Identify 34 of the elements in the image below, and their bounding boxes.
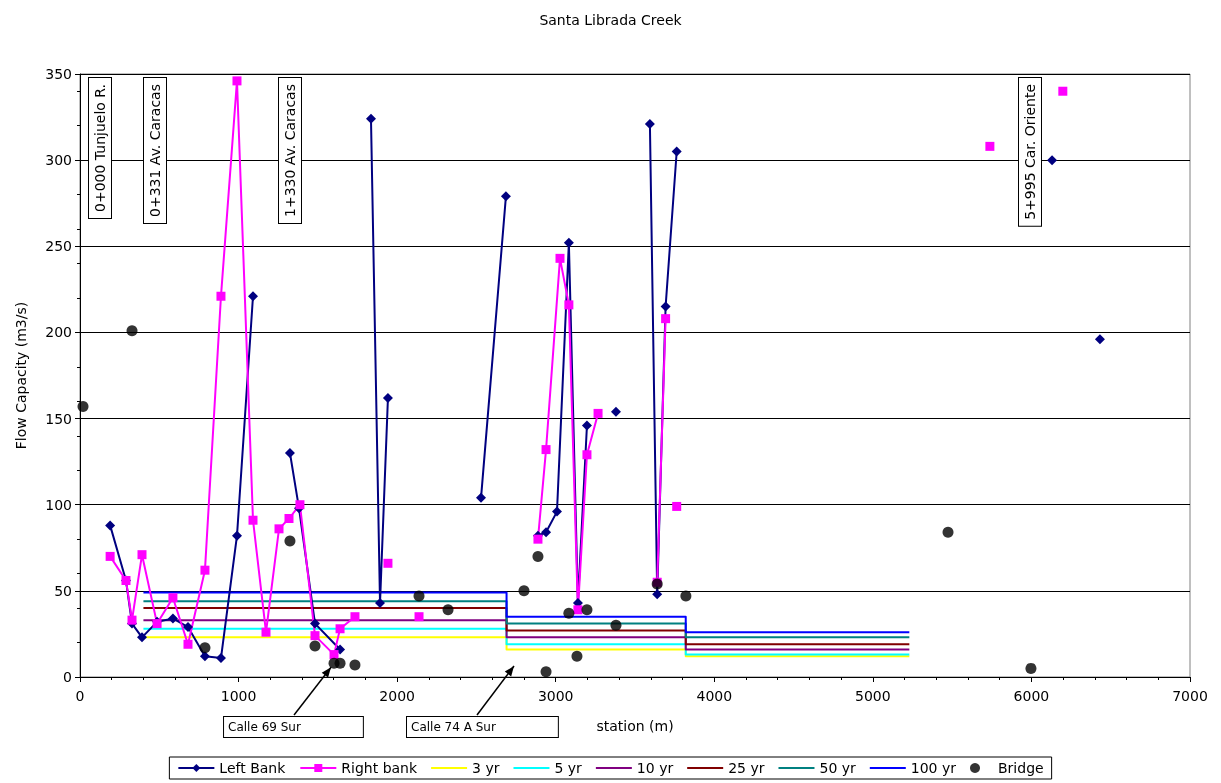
annotation: Calle 69 Sur: [228, 720, 301, 734]
y-tick-label: 100: [45, 496, 72, 513]
y-tick-label: 300: [45, 152, 72, 169]
chart-title: Santa Librada Creek: [539, 12, 683, 28]
x-tick-label: 7000: [1172, 688, 1208, 704]
y-tick-label: 200: [45, 324, 72, 341]
y-tick-label: 50: [54, 582, 72, 599]
legend-label: 100 yr: [910, 760, 957, 776]
x-tick-label: 0: [75, 688, 85, 704]
annotation: 0+000 Tunjuelo R.: [92, 84, 108, 212]
legend-label: 10 yr: [636, 760, 674, 776]
x-tick-label: 1000: [220, 688, 257, 704]
legend-label: 3 yr: [472, 760, 500, 776]
x-axis-title: station (m): [596, 718, 674, 734]
x-tick-label: 6000: [1013, 688, 1050, 704]
legend-label: Left Bank: [219, 760, 287, 776]
y-tick-label: 0: [63, 669, 72, 685]
legend-label: Right bank: [341, 760, 418, 776]
legend-label: 25 yr: [728, 760, 765, 776]
y-tick-label: 250: [45, 238, 72, 255]
y-tick-label: 350: [45, 66, 72, 82]
y-tick-label: 150: [45, 410, 72, 427]
x-tick-label: 5000: [855, 688, 891, 704]
legend-label: 50 yr: [819, 760, 857, 776]
x-tick-label: 4000: [696, 688, 733, 704]
y-axis-title: Flow Capacity (m3/s): [13, 301, 29, 450]
annotation: 1+330 Av. Caracas: [282, 84, 298, 217]
annotation: 0+331 Av. Caracas: [147, 84, 163, 217]
x-tick-label: 2000: [379, 688, 415, 704]
text: Calle 74 A Sur: [411, 720, 496, 734]
annotation: 5+995 Car. Oriente: [1022, 84, 1038, 220]
x-tick-label: 3000: [537, 688, 574, 704]
legend-label: Bridge: [998, 760, 1044, 776]
legend-label: 5 yr: [554, 760, 583, 776]
